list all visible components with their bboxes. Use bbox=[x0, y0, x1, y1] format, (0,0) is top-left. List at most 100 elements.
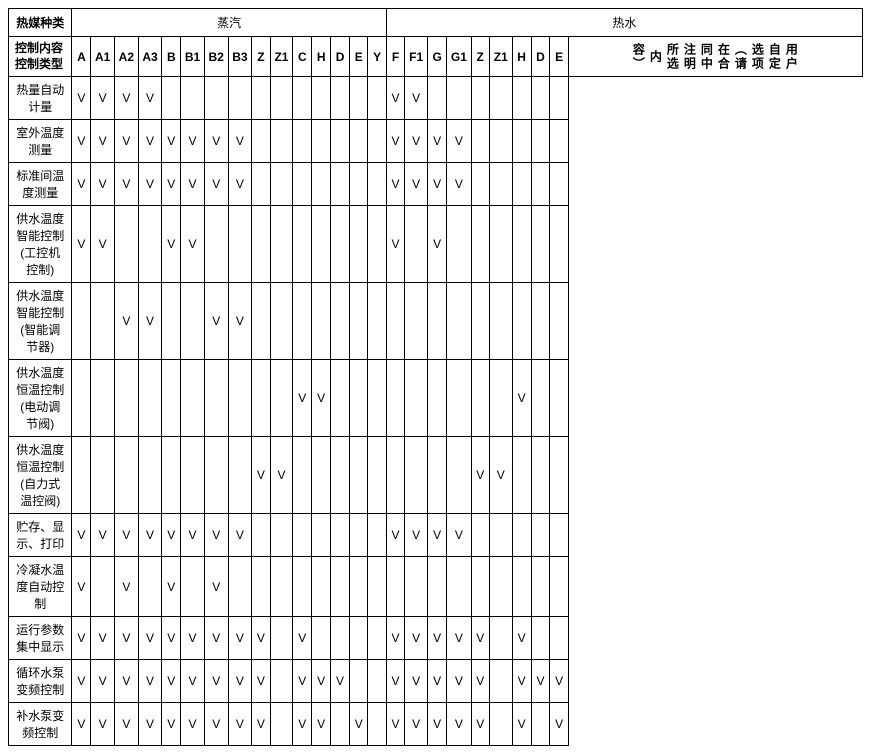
cell: V bbox=[228, 514, 252, 557]
cell: V bbox=[350, 703, 368, 746]
cell bbox=[447, 437, 471, 514]
cell bbox=[447, 77, 471, 120]
cell bbox=[368, 617, 386, 660]
cell bbox=[368, 77, 386, 120]
cell: V bbox=[447, 120, 471, 163]
col-steam: C bbox=[293, 37, 312, 77]
user-note-vertical: 用户自定选项（请在合同中注明所选内容） bbox=[568, 37, 862, 77]
cell: V bbox=[293, 660, 312, 703]
cell bbox=[228, 437, 252, 514]
cell bbox=[405, 283, 428, 360]
cell: V bbox=[405, 163, 428, 206]
table-row: 供水温度恒温控制(电动调节阀)VVV bbox=[9, 360, 863, 437]
cell: V bbox=[427, 163, 446, 206]
cell bbox=[386, 283, 404, 360]
cell: V bbox=[447, 163, 471, 206]
cell: V bbox=[91, 660, 115, 703]
table-row: 贮存、显示、打印VVVVVVVVVVVV bbox=[9, 514, 863, 557]
cell: V bbox=[405, 703, 428, 746]
cell bbox=[312, 206, 331, 283]
cell bbox=[252, 360, 270, 437]
cell: V bbox=[204, 660, 228, 703]
cell bbox=[331, 120, 350, 163]
cell bbox=[312, 514, 331, 557]
cell bbox=[550, 77, 568, 120]
cell: V bbox=[489, 437, 512, 514]
cell bbox=[181, 437, 205, 514]
cell bbox=[350, 77, 368, 120]
cell bbox=[386, 557, 404, 617]
cell bbox=[293, 283, 312, 360]
cell bbox=[489, 360, 512, 437]
cell bbox=[115, 206, 139, 283]
table-row: 热量自动计量VVVVVV bbox=[9, 77, 863, 120]
table-row: 循环水泵变频控制VVVVVVVVVVVVVVVVVVVV bbox=[9, 660, 863, 703]
cell bbox=[331, 360, 350, 437]
hdr-steam: 蒸汽 bbox=[72, 9, 386, 37]
cell: V bbox=[115, 283, 139, 360]
cell bbox=[270, 120, 293, 163]
col-steam: A3 bbox=[138, 37, 162, 77]
row-label: 冷凝水温度自动控制 bbox=[9, 557, 72, 617]
cell bbox=[350, 120, 368, 163]
cell bbox=[331, 206, 350, 283]
cell bbox=[72, 283, 91, 360]
cell bbox=[331, 437, 350, 514]
cell bbox=[512, 163, 531, 206]
cell: V bbox=[115, 120, 139, 163]
cell bbox=[162, 77, 181, 120]
hdr-media-type: 热媒种类 bbox=[9, 9, 72, 37]
cell: V bbox=[181, 660, 205, 703]
cell bbox=[181, 557, 205, 617]
cell: V bbox=[471, 660, 489, 703]
cell bbox=[181, 360, 205, 437]
cell: V bbox=[386, 514, 404, 557]
cell bbox=[312, 283, 331, 360]
col-hot: F1 bbox=[405, 37, 428, 77]
cell: V bbox=[181, 163, 205, 206]
cell: V bbox=[115, 163, 139, 206]
cell bbox=[447, 206, 471, 283]
cell: V bbox=[252, 617, 270, 660]
cell bbox=[550, 120, 568, 163]
cell bbox=[293, 206, 312, 283]
cell bbox=[427, 77, 446, 120]
cell bbox=[447, 557, 471, 617]
cell bbox=[293, 120, 312, 163]
cell bbox=[350, 617, 368, 660]
cell bbox=[312, 437, 331, 514]
row-label: 标准间温度测量 bbox=[9, 163, 72, 206]
cell bbox=[350, 360, 368, 437]
cell bbox=[91, 360, 115, 437]
cell bbox=[138, 557, 162, 617]
cell bbox=[471, 77, 489, 120]
cell bbox=[228, 360, 252, 437]
cell bbox=[531, 557, 550, 617]
cell bbox=[350, 557, 368, 617]
cell: V bbox=[405, 617, 428, 660]
col-steam: B3 bbox=[228, 37, 252, 77]
cell: V bbox=[386, 120, 404, 163]
cell bbox=[489, 514, 512, 557]
row-label: 供水温度智能控制(智能调节器) bbox=[9, 283, 72, 360]
cell: V bbox=[427, 617, 446, 660]
col-hot: D bbox=[531, 37, 550, 77]
col-steam: E bbox=[350, 37, 368, 77]
row-label: 贮存、显示、打印 bbox=[9, 514, 72, 557]
cell bbox=[270, 163, 293, 206]
table-row: 室外温度测量VVVVVVVVVVVV bbox=[9, 120, 863, 163]
cell: V bbox=[91, 703, 115, 746]
cell bbox=[512, 206, 531, 283]
cell bbox=[489, 703, 512, 746]
cell bbox=[312, 617, 331, 660]
cell: V bbox=[181, 514, 205, 557]
cell bbox=[471, 360, 489, 437]
cell: V bbox=[138, 703, 162, 746]
col-hot: G bbox=[427, 37, 446, 77]
cell: V bbox=[228, 703, 252, 746]
cell bbox=[293, 163, 312, 206]
cell bbox=[512, 120, 531, 163]
col-hot: Z1 bbox=[489, 37, 512, 77]
cell: V bbox=[427, 514, 446, 557]
cell bbox=[72, 437, 91, 514]
